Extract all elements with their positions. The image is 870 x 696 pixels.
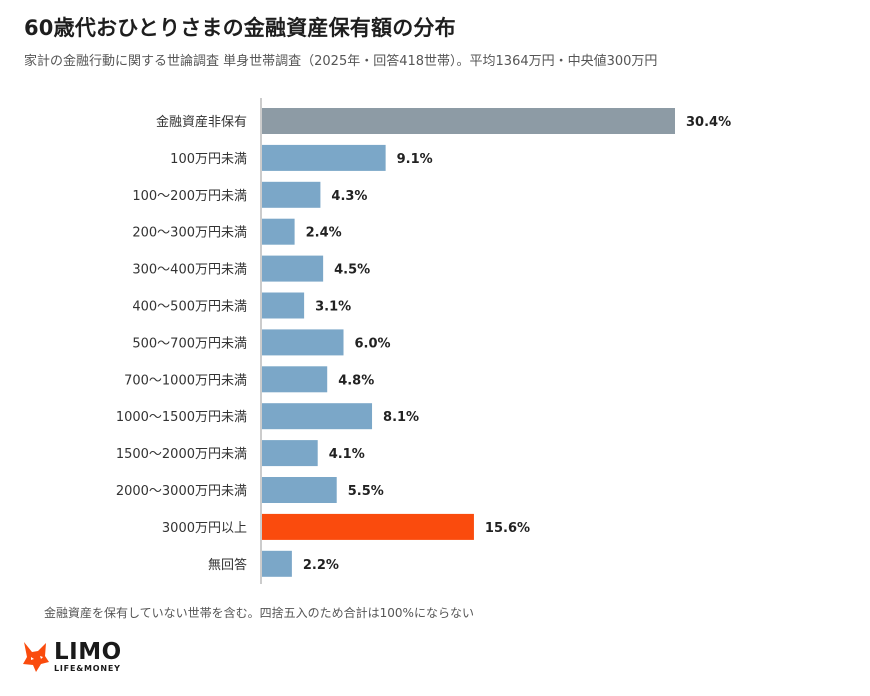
- logo-wordmark: LIMO: [54, 639, 122, 665]
- bar: [262, 181, 321, 208]
- category-label: 無回答: [208, 557, 247, 573]
- data-label: 9.1%: [397, 152, 433, 167]
- category-label: 2000～3000万円未満: [116, 484, 247, 499]
- data-label: 3.1%: [315, 300, 351, 315]
- category-label: 700～1000万円未満: [124, 373, 247, 388]
- data-label: 15.6%: [485, 521, 530, 536]
- footnote: 金融資産を保有していない世帯を含む。四捨五入のため合計は100%にならない: [44, 606, 474, 620]
- bar: [262, 550, 292, 577]
- chart-subtitle: 家計の金融行動に関する世論調査 単身世帯調査（2025年・回答418世帯）。平均…: [24, 54, 658, 69]
- data-label: 30.4%: [686, 115, 731, 130]
- data-label: 5.5%: [348, 484, 384, 499]
- bar: [262, 255, 324, 282]
- bar: [262, 144, 386, 171]
- bar: [262, 477, 337, 503]
- chart-title: 60歳代おひとりさまの金融資産保有額の分布: [24, 16, 456, 40]
- bar: [262, 366, 328, 393]
- bar: [262, 440, 318, 467]
- bar: [262, 292, 305, 319]
- logo-tagline: LIFE&MONEY: [54, 664, 121, 673]
- category-label: 100万円未満: [170, 152, 247, 167]
- category-label: 1000～1500万円未満: [116, 410, 247, 425]
- bar: [262, 513, 474, 540]
- fox-head-icon: [23, 642, 49, 672]
- category-label: 金融資産非保有: [156, 114, 247, 130]
- category-label: 100～200万円未満: [132, 189, 247, 204]
- category-label: 300～400万円未満: [132, 263, 247, 278]
- data-label: 6.0%: [355, 336, 391, 351]
- bar: [262, 329, 344, 356]
- category-label: 400～500万円未満: [132, 300, 247, 315]
- data-label: 4.3%: [331, 189, 367, 204]
- limo-logo: LIMO LIFE&MONEY: [20, 640, 122, 674]
- bar: [262, 403, 373, 430]
- category-label: 3000万円以上: [162, 521, 247, 536]
- data-label: 2.4%: [306, 226, 342, 241]
- data-label: 4.8%: [338, 373, 374, 388]
- data-label: 2.2%: [303, 558, 339, 573]
- category-label: 200～300万円未満: [132, 226, 247, 241]
- category-label: 1500～2000万円未満: [116, 447, 247, 462]
- bar: [262, 108, 675, 134]
- data-label: 8.1%: [383, 410, 419, 425]
- bar-chart: 金融資産非保有 30.4% 100万円未満 9.1% 100～200万円未満 4.3% 20…: [116, 98, 731, 584]
- category-label: 500～700万円未満: [132, 336, 247, 351]
- data-label: 4.5%: [334, 263, 370, 278]
- bar: [262, 218, 295, 245]
- data-label: 4.1%: [329, 447, 365, 462]
